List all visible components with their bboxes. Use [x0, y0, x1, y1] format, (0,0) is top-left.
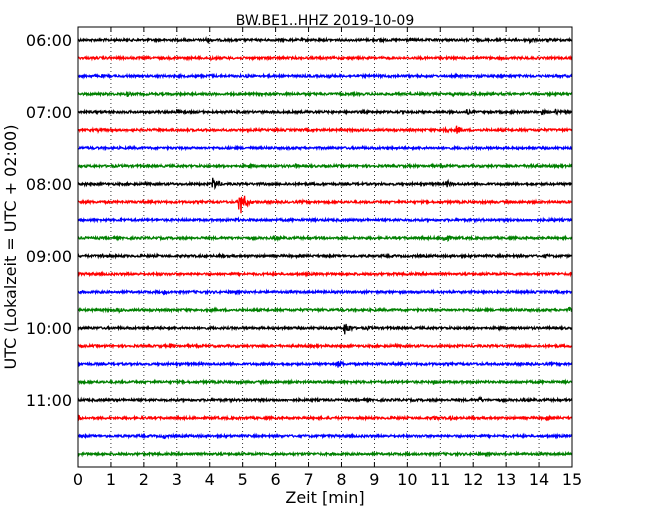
- x-tick-label-5: 5: [238, 470, 248, 489]
- trace-row-2: [77, 72, 573, 80]
- trace-row-18: [77, 359, 573, 368]
- trace-row-6: [77, 144, 573, 152]
- trace-row-21: [77, 414, 573, 422]
- trace-row-15: [77, 306, 573, 315]
- trace-row-11: [77, 234, 573, 243]
- plot-frame: [77, 26, 573, 468]
- y-tick-label-06:00: 06:00: [26, 31, 72, 50]
- trace-row-19: [77, 378, 573, 386]
- trace-row-4: [77, 108, 573, 117]
- trace-row-17: [77, 342, 573, 350]
- x-tick-label-6: 6: [271, 470, 281, 489]
- x-tick-label-11: 11: [430, 470, 450, 489]
- x-tick-label-7: 7: [303, 470, 313, 489]
- x-tick-label-9: 9: [369, 470, 379, 489]
- trace-row-5: [77, 125, 573, 135]
- trace-row-20: [77, 395, 573, 404]
- trace-row-10: [77, 216, 573, 224]
- x-tick-label-15: 15: [562, 470, 582, 489]
- y-axis-label: UTC (Lokalzeit = UTC + 02:00): [1, 125, 20, 370]
- y-tick-label-10:00: 10:00: [26, 319, 72, 338]
- trace-row-1: [77, 54, 573, 62]
- trace-row-16: [77, 323, 573, 335]
- x-tick-label-0: 0: [73, 470, 83, 489]
- y-tick-label-11:00: 11:00: [26, 391, 72, 410]
- trace-row-23: [77, 450, 573, 458]
- trace-row-13: [77, 270, 573, 278]
- trace-row-14: [77, 288, 573, 296]
- chart-title: BW.BE1..HHZ 2019-10-09: [236, 13, 415, 29]
- x-tick-label-13: 13: [496, 470, 516, 489]
- trace-row-0: [77, 36, 573, 45]
- x-axis-ticks: 0 1 2 3 4 5 6 7 8 9 10 11 12 13 14 15: [73, 27, 582, 489]
- x-tick-label-8: 8: [336, 470, 346, 489]
- y-tick-label-09:00: 09:00: [26, 247, 72, 266]
- x-tick-label-4: 4: [205, 470, 215, 489]
- x-tick-label-1: 1: [106, 470, 116, 489]
- x-tick-label-14: 14: [529, 470, 549, 489]
- trace-row-9: [77, 195, 573, 214]
- seismogram-traces: [77, 36, 573, 458]
- vertical-gridlines: [110, 27, 540, 467]
- trace-row-7: [77, 162, 573, 170]
- y-tick-label-07:00: 07:00: [26, 103, 72, 122]
- x-tick-label-3: 3: [172, 470, 182, 489]
- trace-row-8: [77, 177, 573, 191]
- trace-row-12: [77, 252, 573, 260]
- y-axis-ticks: 06:00 07:00 08:00 09:00 10:00 11:00: [26, 31, 572, 410]
- trace-row-3: [77, 90, 573, 98]
- x-axis-label: Zeit [min]: [285, 488, 364, 507]
- trace-row-22: [77, 432, 573, 440]
- y-tick-label-08:00: 08:00: [26, 175, 72, 194]
- x-tick-label-2: 2: [139, 470, 149, 489]
- x-tick-label-12: 12: [463, 470, 483, 489]
- x-tick-label-10: 10: [397, 470, 417, 489]
